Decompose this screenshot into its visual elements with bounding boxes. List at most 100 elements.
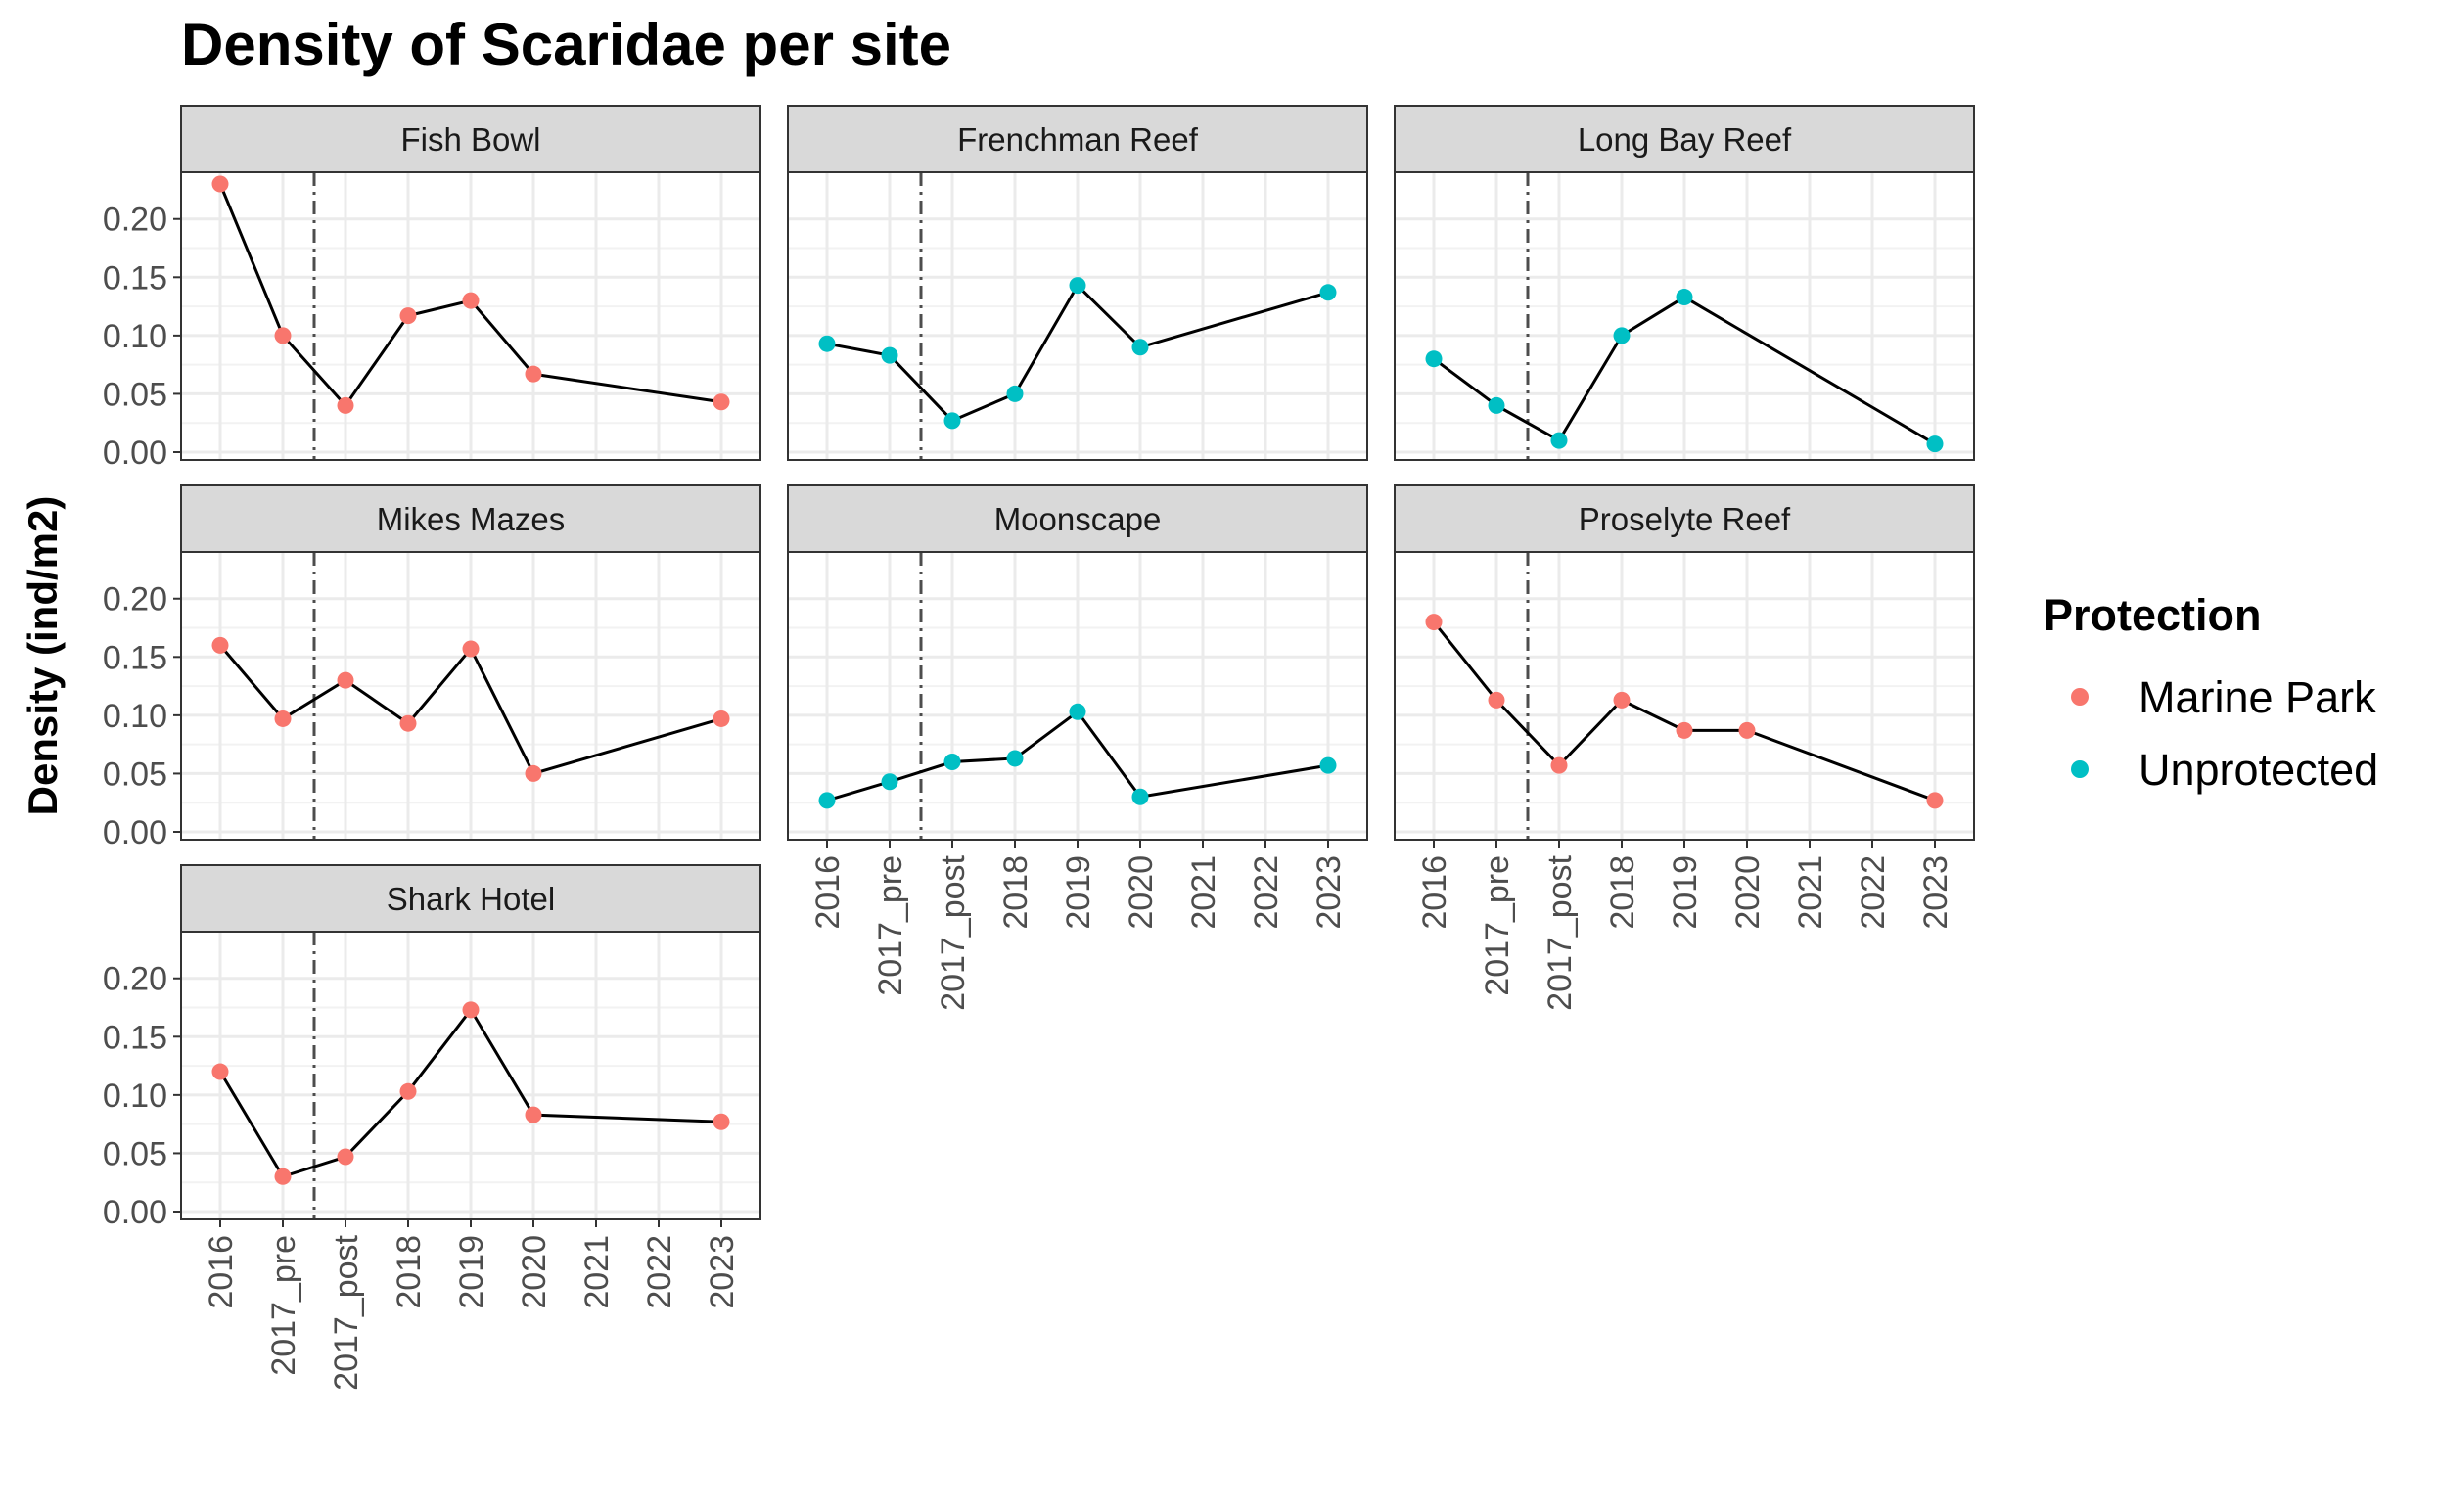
data-point-2019	[462, 292, 480, 309]
data-point-2018	[1613, 691, 1631, 709]
x-tick-label: 2017_post	[328, 1234, 365, 1390]
chart-title: Density of Scaridae per site	[181, 12, 951, 77]
y-tick-label: 0.10	[103, 318, 167, 355]
x-tick-label: 2021	[1792, 855, 1829, 930]
legend-label-marine-park: Marine Park	[2138, 672, 2376, 722]
facet-strip	[180, 105, 761, 173]
legend-title: Protection	[2044, 590, 2262, 640]
data-point-2017_pre	[274, 1168, 292, 1185]
data-point-2016	[1425, 350, 1443, 368]
x-tick-label: 2017_post	[935, 854, 972, 1010]
data-point-2020	[525, 1106, 542, 1123]
data-point-2016	[1425, 614, 1443, 631]
x-tick-label: 2021	[1185, 855, 1222, 930]
x-tick-label: 2020	[1729, 855, 1767, 930]
data-point-2023	[1319, 284, 1337, 301]
data-point-2018	[1613, 327, 1631, 344]
facet-strip	[1394, 484, 1975, 553]
y-tick-label: 0.20	[103, 202, 167, 239]
y-tick-label: 0.00	[103, 1194, 167, 1231]
x-tick-label: 2017_post	[1541, 854, 1579, 1010]
facet-strip-label: Mikes Mazes	[377, 501, 566, 537]
y-tick-label: 0.20	[103, 961, 167, 998]
y-tick-label: 0.20	[103, 581, 167, 619]
x-tick-label: 2016	[1416, 855, 1453, 930]
data-point-2020	[525, 764, 542, 782]
x-tick-label: 2019	[1060, 855, 1097, 930]
panel-moonscape: Moonscape 2016 2017_pre 2017_post 2018 2019 20…	[787, 484, 1368, 1011]
facet-strip-label: Proselyte Reef	[1579, 501, 1791, 537]
x-tick-label: 2020	[516, 1235, 553, 1309]
x-tick-label: 2019	[1667, 855, 1704, 930]
x-tick-label: 2017_pre	[1479, 855, 1516, 996]
facet-strip	[787, 484, 1368, 553]
data-point-2016	[818, 792, 836, 809]
x-tick-label: 2023	[1917, 855, 1954, 930]
data-point-2016	[818, 335, 836, 352]
data-point-2023	[713, 1113, 730, 1130]
y-tick-label: 0.00	[103, 435, 167, 472]
facet-strip-label: Frenchman Reef	[957, 121, 1199, 158]
data-point-2019	[462, 1001, 480, 1019]
panel-proselyte-reef: Proselyte Reef 2016 2017_pre 2017_post 2018 2…	[1394, 484, 1975, 1011]
facet-strip-label: Shark Hotel	[387, 881, 555, 917]
x-tick-label: 2021	[578, 1235, 616, 1309]
data-point-2019	[1069, 277, 1086, 295]
facet-strip	[1394, 105, 1975, 173]
data-point-2019	[1069, 703, 1086, 720]
panel-border	[787, 171, 1368, 461]
x-tick-label: 2018	[1604, 855, 1641, 930]
data-point-2023	[713, 710, 730, 727]
data-point-2017_post	[943, 754, 961, 771]
data-point-2018	[399, 714, 417, 732]
x-tick-label: 2017_pre	[265, 1235, 302, 1376]
data-point-2018	[1006, 385, 1024, 402]
data-point-2023	[1926, 792, 1944, 809]
panel-mikes-mazes: Mikes Mazes 0.00 0.05 0.10 0.15 0.20	[103, 484, 761, 851]
data-point-2016	[211, 1063, 229, 1080]
y-tick-label: 0.15	[103, 639, 167, 676]
x-tick-label: 2023	[704, 1235, 741, 1309]
y-tick-label: 0.05	[103, 376, 167, 413]
data-point-2020	[1738, 721, 1756, 739]
x-tick-label: 2022	[1855, 855, 1892, 930]
panel-border	[180, 171, 761, 461]
x-tick-label: 2016	[203, 1235, 240, 1309]
legend-swatch-unprotected	[2071, 760, 2089, 778]
panel-frenchman-reef: Frenchman Reef	[787, 105, 1368, 461]
legend: Protection Marine Park Unprotected	[2044, 590, 2378, 795]
data-point-2023	[1926, 435, 1944, 453]
data-point-2017_pre	[1488, 396, 1505, 414]
data-point-2023	[1319, 756, 1337, 774]
data-point-2017_pre	[274, 710, 292, 727]
facet-panels: Fish Bowl 0.00 0.05 0.10 0.15 0.20 Frenchman R…	[103, 105, 1975, 1391]
facet-strip	[180, 484, 761, 553]
y-tick-label: 0.10	[103, 698, 167, 735]
data-point-2017_pre	[881, 346, 898, 364]
data-point-2017_post	[337, 671, 354, 689]
data-point-2016	[211, 636, 229, 654]
series-line	[1433, 295, 1936, 445]
data-point-2017_pre	[274, 327, 292, 344]
y-tick-label: 0.15	[103, 259, 167, 297]
data-point-2019	[1676, 289, 1693, 306]
x-tick-label: 2018	[391, 1235, 428, 1309]
data-point-2019	[462, 640, 480, 658]
data-point-2018	[399, 307, 417, 325]
data-point-2018	[399, 1082, 417, 1100]
x-tick-label: 2020	[1123, 855, 1160, 930]
data-point-2020	[1131, 788, 1149, 805]
data-point-2019	[1676, 721, 1693, 739]
x-tick-label: 2016	[809, 855, 847, 930]
y-axis-label: Density (ind/m2)	[20, 496, 66, 816]
data-point-2017_post	[1550, 756, 1568, 774]
data-point-2017_pre	[881, 773, 898, 791]
x-tick-label: 2018	[997, 855, 1035, 930]
panel-long-bay-reef: Long Bay Reef	[1394, 105, 1975, 461]
data-point-2017_post	[337, 1148, 354, 1166]
x-tick-label: 2023	[1310, 855, 1348, 930]
data-point-2018	[1006, 750, 1024, 767]
x-tick-label: 2022	[1248, 855, 1285, 930]
data-point-2020	[1131, 339, 1149, 356]
